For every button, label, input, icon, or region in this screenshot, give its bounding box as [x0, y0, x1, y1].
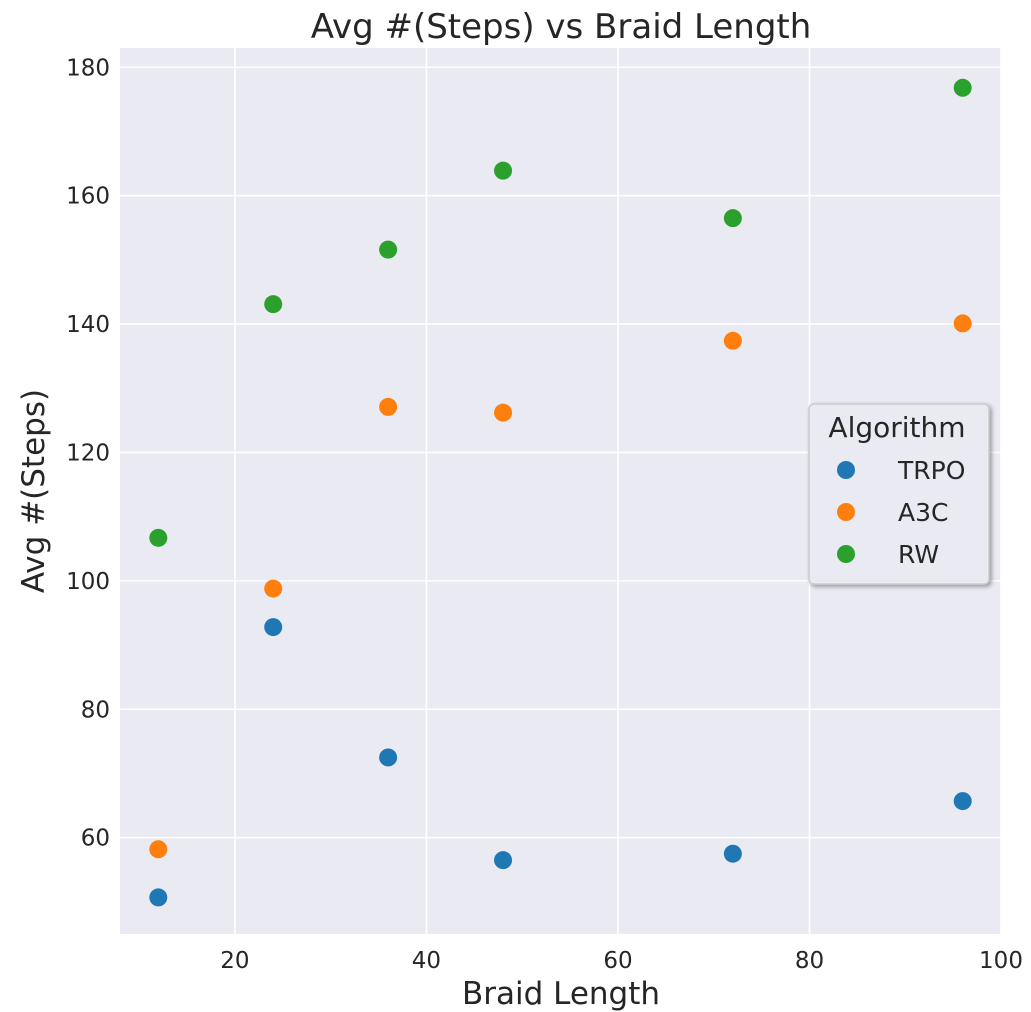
legend-box: [808, 403, 990, 585]
x-tick-label: 80: [795, 948, 824, 974]
point-trpo: [953, 792, 972, 811]
point-trpo: [379, 748, 398, 767]
x-tick-label: 60: [603, 948, 632, 974]
point-a3c: [264, 579, 283, 598]
point-trpo: [494, 851, 513, 870]
y-axis-label: Avg #(Steps): [16, 389, 52, 593]
point-rw: [149, 528, 168, 547]
point-a3c: [379, 397, 398, 416]
legend: Algorithm TRPO A3C RW: [808, 403, 990, 585]
y-tick-label: 140: [66, 312, 110, 338]
x-tick-label: 20: [220, 948, 249, 974]
point-a3c: [149, 840, 168, 859]
point-rw: [494, 161, 513, 180]
y-tick-label: 100: [66, 569, 110, 595]
point-a3c: [723, 331, 742, 350]
point-rw: [723, 209, 742, 228]
point-a3c: [953, 314, 972, 333]
legend-label-a3c: A3C: [898, 498, 948, 527]
y-tick-label: 80: [81, 697, 110, 723]
point-trpo: [149, 888, 168, 907]
chart-title: Avg #(Steps) vs Braid Length: [311, 7, 812, 47]
legend-marker-a3c: [837, 503, 855, 521]
legend-label-trpo: TRPO: [897, 456, 965, 485]
legend-marker-rw: [837, 545, 855, 563]
x-axis-label: Braid Length: [462, 976, 660, 1012]
y-tick-label: 120: [66, 440, 110, 466]
point-a3c: [494, 403, 513, 422]
point-trpo: [723, 844, 742, 863]
y-tick-label: 60: [81, 826, 110, 852]
tick-labels: 20 40 60 80 100 60 80 100 120 140 160 180: [66, 55, 1023, 974]
x-tick-label: 40: [412, 948, 441, 974]
point-trpo: [264, 618, 283, 637]
y-tick-label: 180: [66, 55, 110, 81]
x-tick-label: 100: [979, 948, 1023, 974]
legend-title: Algorithm: [828, 411, 965, 444]
grid: [120, 48, 1002, 934]
y-tick-label: 160: [66, 184, 110, 210]
point-rw: [953, 78, 972, 97]
data-points: [149, 78, 972, 907]
point-rw: [264, 295, 283, 314]
legend-label-rw: RW: [898, 540, 939, 569]
legend-marker-trpo: [837, 461, 855, 479]
point-rw: [379, 240, 398, 259]
